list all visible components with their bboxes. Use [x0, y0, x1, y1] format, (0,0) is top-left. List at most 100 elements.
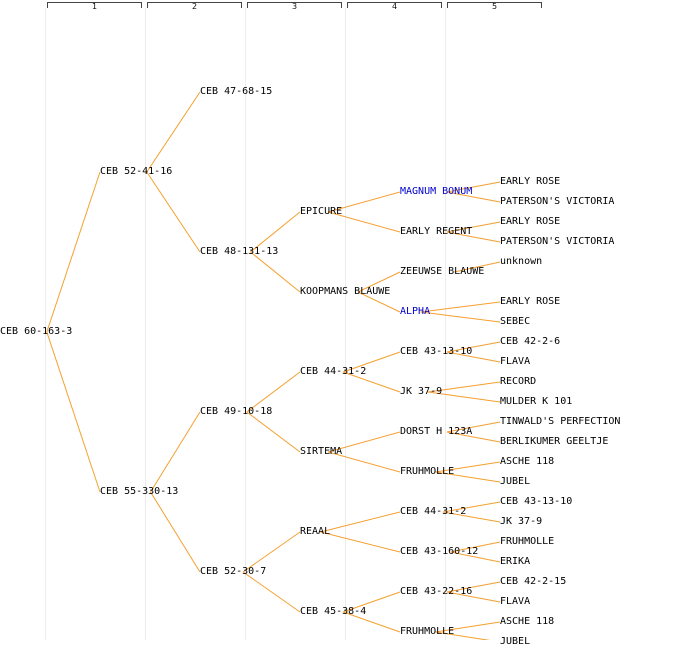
generation-bracket	[247, 2, 342, 8]
pedigree-edge	[320, 511, 401, 533]
pedigree-node-gen-5: FRUHMOLLE	[400, 626, 455, 637]
pedigree-edge	[446, 431, 501, 443]
pedigree-edge	[150, 491, 201, 573]
pedigree-node-gen-6: CEB 43-13-10	[500, 496, 573, 507]
pedigree-node-gen-6: MULDER K 101	[500, 396, 573, 407]
pedigree-node-gen-5: ZEEUWSE BLAUWE	[400, 266, 485, 277]
pedigree-edge	[320, 531, 401, 553]
pedigree-edge	[46, 331, 101, 493]
pedigree-node-gen-4: KOOPMANS BLAUWE	[300, 286, 391, 297]
pedigree-edge	[342, 591, 401, 613]
pedigree-node-gen-4: CEB 44-31-2	[300, 366, 367, 377]
pedigree-edge	[446, 581, 501, 593]
generation-number: 1	[91, 2, 98, 11]
pedigree-edge	[328, 211, 401, 233]
generation-bracket	[147, 2, 242, 8]
pedigree-node-gen-5: EARLY REGENT	[400, 226, 473, 237]
pedigree-edge	[428, 391, 501, 403]
pedigree-node-gen-6: JUBEL	[500, 476, 531, 487]
pedigree-node-gen-5[interactable]: ALPHA	[400, 306, 431, 317]
generation-header-1: 1	[45, 0, 142, 640]
pedigree-node-gen-3: CEB 48-131-13	[200, 246, 279, 257]
pedigree-node-gen-2: CEB 52-41-16	[100, 166, 173, 177]
pedigree-edge	[446, 341, 501, 353]
pedigree-node-gen-3: CEB 47-68-15	[200, 86, 273, 97]
pedigree-edge	[342, 371, 401, 393]
pedigree-node-gen-5: JK 37-9	[400, 386, 443, 397]
pedigree-edge	[328, 191, 401, 213]
generation-bracket	[47, 2, 142, 8]
pedigree-edge	[420, 311, 501, 323]
pedigree-node-gen-5: FRUHMOLLE	[400, 466, 455, 477]
pedigree-node-gen-5: CEB 43-13-10	[400, 346, 473, 357]
column-guide-line	[145, 8, 146, 640]
pedigree-node-gen-6: FLAVA	[500, 356, 531, 367]
pedigree-edge	[435, 631, 491, 640]
pedigree-edge	[446, 591, 501, 603]
pedigree-node-gen-6: SEBEC	[500, 316, 531, 327]
pedigree-node-gen-4: SIRTEMA	[300, 446, 343, 457]
pedigree-edge	[246, 411, 301, 453]
pedigree-edge	[446, 231, 501, 243]
pedigree-edge	[435, 471, 501, 483]
pedigree-node-gen-5: DORST H 123A	[400, 426, 473, 437]
pedigree-node-gen-6: unknown	[500, 256, 543, 267]
column-guide-line	[45, 8, 46, 640]
pedigree-node-gen-6: EARLY ROSE	[500, 176, 561, 187]
pedigree-edge	[342, 611, 401, 633]
generation-number: 3	[291, 2, 298, 11]
pedigree-edge	[150, 411, 201, 493]
pedigree-node-gen-5: CEB 43-22-16	[400, 586, 473, 597]
pedigree-node-gen-4: REAAL	[300, 526, 331, 537]
pedigree-node-gen-2: CEB 55-330-13	[100, 486, 179, 497]
pedigree-edge	[435, 621, 501, 633]
pedigree-edge	[450, 551, 501, 563]
pedigree-node-gen-4: EPICURE	[300, 206, 343, 217]
generation-header-3: 3	[245, 0, 342, 640]
pedigree-edge	[250, 211, 301, 253]
pedigree-edge	[446, 181, 501, 193]
pedigree-node-gen-6: PATERSON'S VICTORIA	[500, 196, 615, 207]
pedigree-edge	[328, 431, 401, 453]
generation-header-4: 4	[345, 0, 442, 640]
pedigree-node-gen-6: ASCHE 118	[500, 616, 555, 627]
column-guide-line	[445, 8, 446, 640]
pedigree-edge	[342, 351, 401, 373]
pedigree-edge	[446, 351, 501, 363]
generation-header-2: 2	[145, 0, 242, 640]
pedigree-node-gen-1: CEB 60-163-3	[0, 326, 73, 337]
pedigree-node-gen-6: FLAVA	[500, 596, 531, 607]
pedigree-node-gen-6: PATERSON'S VICTORIA	[500, 236, 615, 247]
column-guide-line	[345, 8, 346, 640]
column-guide-line	[245, 8, 246, 640]
generation-number: 5	[491, 2, 498, 11]
pedigree-edge	[446, 191, 501, 203]
pedigree-edge	[357, 291, 401, 313]
pedigree-edge	[250, 251, 301, 293]
pedigree-edge	[450, 541, 501, 553]
pedigree-node-gen-6: RECORD	[500, 376, 537, 387]
pedigree-node-gen-6: CEB 42-2-6	[500, 336, 561, 347]
pedigree-node-gen-4: CEB 45-38-4	[300, 606, 367, 617]
generation-number: 4	[391, 2, 398, 11]
pedigree-edge	[357, 271, 401, 293]
pedigree-node-gen-6: ASCHE 118	[500, 456, 555, 467]
pedigree-edge	[442, 501, 501, 513]
pedigree-edge	[435, 461, 501, 473]
pedigree-node-gen-3: CEB 52-30-7	[200, 566, 267, 577]
pedigree-node-gen-6: JUBEL	[500, 636, 531, 647]
pedigree-edge	[420, 301, 501, 313]
pedigree-edge	[454, 261, 501, 273]
pedigree-node-gen-6: ERIKA	[500, 556, 531, 567]
generation-bracket	[347, 2, 442, 8]
pedigree-node-gen-5: CEB 43-160-12	[400, 546, 479, 557]
pedigree-edge	[146, 91, 201, 173]
pedigree-node-gen-6: EARLY ROSE	[500, 296, 561, 307]
pedigree-edge	[242, 571, 301, 613]
pedigree-node-gen-5[interactable]: MAGNUM BONUM	[400, 186, 473, 197]
pedigree-node-gen-6: EARLY ROSE	[500, 216, 561, 227]
pedigree-edge	[446, 221, 501, 233]
pedigree-edge	[446, 421, 501, 433]
generation-header-5: 5	[445, 0, 542, 640]
